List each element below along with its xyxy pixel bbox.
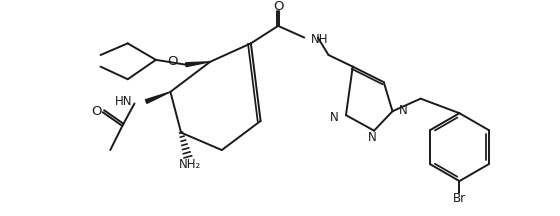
Text: N: N: [399, 104, 408, 117]
Text: N: N: [329, 111, 338, 124]
Text: Br: Br: [453, 192, 466, 205]
Text: O: O: [167, 55, 178, 68]
Polygon shape: [186, 62, 210, 67]
Text: N: N: [368, 131, 376, 144]
Text: NH: NH: [311, 33, 329, 46]
Text: NH₂: NH₂: [179, 158, 201, 171]
Text: HN: HN: [115, 95, 133, 108]
Text: O: O: [91, 105, 102, 118]
Text: O: O: [273, 0, 283, 13]
Polygon shape: [146, 92, 170, 103]
